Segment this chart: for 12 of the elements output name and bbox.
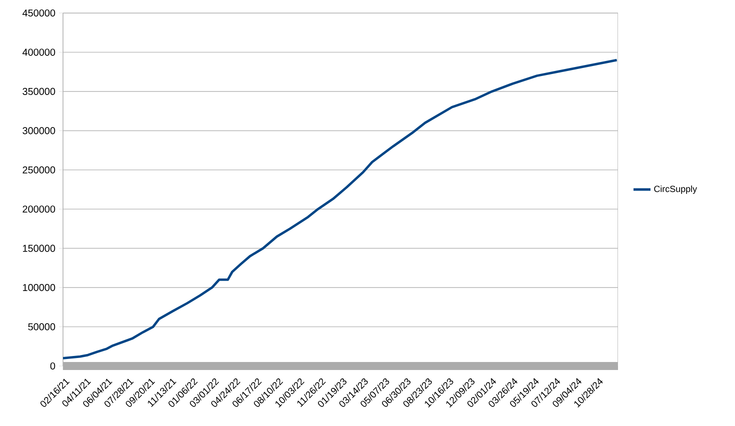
legend-label: CircSupply [654, 186, 698, 194]
y-tick-label: 100000 [23, 284, 56, 292]
y-tick-label: 50000 [28, 323, 56, 330]
y-tick-label: 150000 [23, 244, 56, 252]
line-series [63, 58, 618, 360]
y-tick-label: 0 [50, 362, 56, 370]
y-tick-label: 250000 [22, 166, 56, 174]
y-tick-label: 350000 [22, 88, 56, 95]
y-tick-label: 200000 [22, 206, 56, 213]
y-tick-label: 450000 [22, 9, 56, 17]
y-tick-label: 300000 [22, 127, 56, 134]
y-tick-label: 400000 [22, 48, 56, 56]
